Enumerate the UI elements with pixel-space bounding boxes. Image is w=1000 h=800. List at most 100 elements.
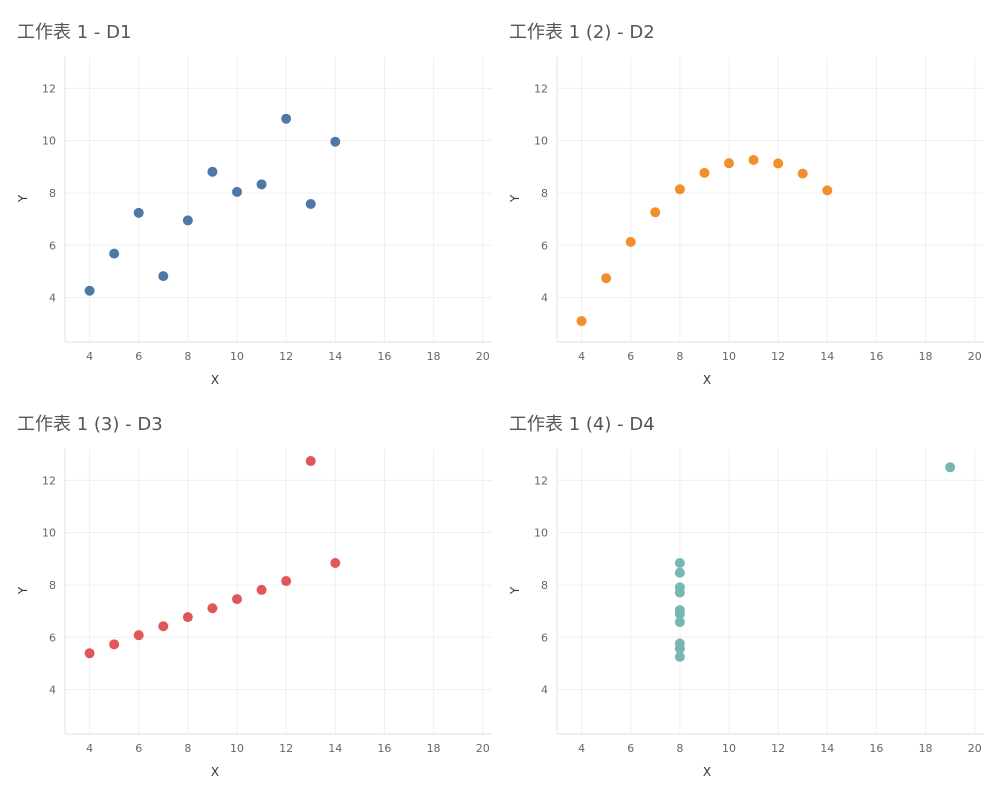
x-tick-label: 6 <box>135 742 142 755</box>
x-tick-label: 4 <box>86 742 93 755</box>
y-tick-label: 10 <box>534 527 548 540</box>
data-point <box>674 651 685 662</box>
scatter-plot-d1: 4 6 8 10 12 14 16 18 20 4 6 8 10 12 X Y <box>16 57 492 387</box>
y-tick-label: 12 <box>42 82 56 95</box>
y-tick-label: 6 <box>541 239 548 252</box>
y-tick-label: 10 <box>42 135 56 148</box>
chart-panel-d1: 工作表 1 - D1 4 6 8 10 12 14 16 18 20 4 6 8 10 12 X Y <box>0 0 492 392</box>
x-tick-label: 12 <box>279 350 293 363</box>
data-point <box>674 558 685 568</box>
y-tick-label: 4 <box>49 292 56 305</box>
scatter-plot-d4: 4 6 8 10 12 14 16 18 20 4 6 8 10 12 X Y <box>508 449 984 779</box>
y-tick-label: 8 <box>49 187 56 200</box>
y-tick-label: 12 <box>42 474 56 487</box>
y-axis-label: Y <box>508 586 522 595</box>
data-point <box>109 248 120 259</box>
x-tick-label: 10 <box>722 350 736 363</box>
x-tick-label: 18 <box>919 742 933 755</box>
x-tick-label: 6 <box>627 742 634 755</box>
data-point <box>158 621 169 632</box>
x-tick-label: 12 <box>771 350 785 363</box>
x-tick-label: 4 <box>86 350 93 363</box>
chart-panel-d4: 工作表 1 (4) - D4 4 6 8 10 12 14 16 18 20 4 6 8 10 12 X Y <box>492 392 984 784</box>
data-point <box>256 179 267 190</box>
chart-panel-d2: 工作表 1 (2) - D2 4 6 8 10 12 14 16 18 20 4 6 8 10 12 X Y <box>492 0 984 392</box>
data-point <box>748 155 759 166</box>
data-point <box>182 215 193 226</box>
data-point <box>674 617 685 628</box>
scatter-plot-d3: 4 6 8 10 12 14 16 18 20 4 6 8 10 12 X Y <box>16 449 492 779</box>
y-tick-label: 10 <box>42 527 56 540</box>
x-axis-label: X <box>211 765 219 779</box>
x-tick-label: 4 <box>578 742 585 755</box>
x-axis-label: X <box>703 765 711 779</box>
x-tick-label: 16 <box>869 742 883 755</box>
x-tick-label: 10 <box>722 742 736 755</box>
data-point <box>281 576 292 587</box>
data-point <box>650 207 661 218</box>
data-point <box>674 184 685 195</box>
data-point <box>724 158 734 169</box>
data-point <box>674 582 685 593</box>
data-point <box>822 185 833 196</box>
y-axis-label: Y <box>16 586 30 595</box>
data-point <box>601 273 612 284</box>
x-tick-label: 14 <box>820 350 834 363</box>
x-tick-label: 8 <box>184 350 191 363</box>
x-tick-label: 4 <box>578 350 585 363</box>
data-point <box>945 462 956 473</box>
x-tick-label: 6 <box>135 350 142 363</box>
data-point <box>207 166 218 177</box>
x-axis-label: X <box>211 373 219 387</box>
chart-title: 工作表 1 (2) - D2 <box>509 22 655 43</box>
data-point <box>330 558 341 568</box>
x-axis-label: X <box>703 373 711 387</box>
y-tick-label: 4 <box>541 292 548 305</box>
data-point <box>625 236 636 247</box>
data-point <box>232 186 242 197</box>
y-tick-label: 6 <box>49 239 56 252</box>
data-point <box>232 594 242 605</box>
y-tick-label: 12 <box>534 82 548 95</box>
x-tick-label: 20 <box>968 350 982 363</box>
y-tick-label: 10 <box>534 135 548 148</box>
x-tick-label: 10 <box>230 350 244 363</box>
x-tick-label: 14 <box>328 742 342 755</box>
x-tick-label: 20 <box>968 742 982 755</box>
chart-title: 工作表 1 (3) - D3 <box>17 414 163 435</box>
data-point <box>797 168 808 179</box>
x-tick-label: 20 <box>476 742 490 755</box>
data-point <box>207 603 218 614</box>
x-tick-label: 18 <box>427 350 441 363</box>
y-tick-label: 6 <box>541 631 548 644</box>
x-tick-label: 12 <box>279 742 293 755</box>
data-point <box>674 643 685 654</box>
data-point <box>84 285 95 296</box>
x-tick-label: 14 <box>820 742 834 755</box>
data-point <box>674 567 685 578</box>
x-tick-label: 16 <box>869 350 883 363</box>
data-point <box>305 456 316 467</box>
y-tick-label: 8 <box>541 579 548 592</box>
x-tick-label: 20 <box>476 350 490 363</box>
y-tick-label: 6 <box>49 631 56 644</box>
y-tick-label: 12 <box>534 474 548 487</box>
y-tick-label: 4 <box>541 684 548 697</box>
data-point <box>699 167 710 178</box>
data-point <box>674 608 685 619</box>
x-tick-label: 16 <box>377 350 391 363</box>
data-point <box>281 113 292 124</box>
y-axis-label: Y <box>16 194 30 203</box>
x-tick-label: 16 <box>377 742 391 755</box>
x-tick-label: 8 <box>184 742 191 755</box>
data-point <box>133 207 144 218</box>
data-point <box>158 271 169 282</box>
x-tick-label: 12 <box>771 742 785 755</box>
y-tick-label: 4 <box>49 684 56 697</box>
data-point <box>576 316 587 327</box>
x-tick-label: 18 <box>427 742 441 755</box>
data-point <box>256 584 267 595</box>
chart-title: 工作表 1 (4) - D4 <box>509 414 655 435</box>
data-point <box>305 198 316 209</box>
chart-title: 工作表 1 - D1 <box>17 22 132 43</box>
